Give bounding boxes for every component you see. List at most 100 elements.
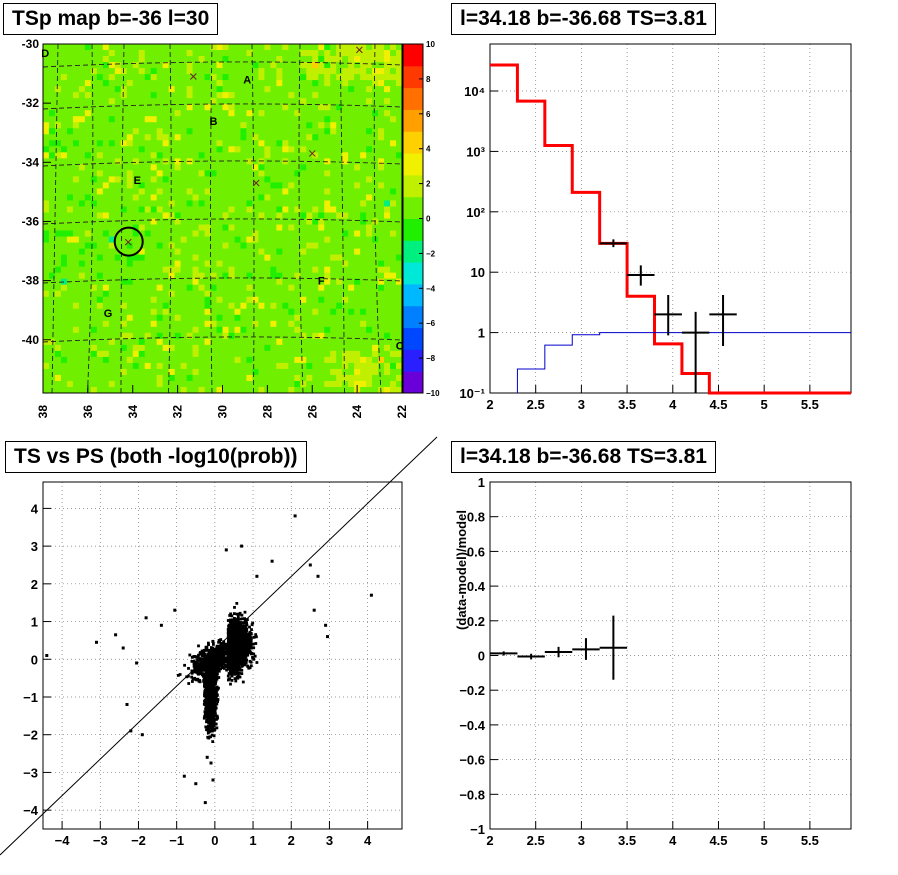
tsmap-cell	[222, 374, 229, 382]
tsmap-cell	[174, 350, 182, 358]
tsmap-cell	[114, 242, 122, 249]
tsmap-cell	[78, 362, 86, 370]
tsmap-cell	[360, 212, 367, 219]
tsmap-cell	[150, 356, 158, 364]
tsmap-cell	[102, 266, 110, 274]
tsmap-cell	[366, 278, 373, 286]
tsmap-cell	[318, 320, 325, 328]
tsmap-cell	[210, 230, 217, 237]
tsmap-cell	[192, 218, 199, 225]
tsmap-cell	[258, 338, 265, 346]
tsmap-cell	[210, 224, 217, 231]
tsmap-cell	[108, 200, 116, 207]
tsmap-cell	[66, 248, 74, 256]
tsmap-cell	[204, 62, 211, 69]
tsmap-cell	[354, 344, 361, 352]
tsmap-cell	[330, 146, 337, 153]
tsmap-cell	[126, 86, 134, 93]
tsmap-cell	[282, 320, 289, 328]
tsmap-cell	[276, 158, 283, 165]
tsmap-cell	[312, 362, 319, 370]
tsmap-cell	[276, 152, 283, 159]
tsmap-cell	[144, 116, 152, 123]
tsmap-cell	[84, 356, 92, 364]
tsmap-grid-parallel	[42, 160, 403, 167]
tsmap-cell	[186, 50, 193, 57]
tsmap-cell	[60, 62, 68, 69]
tsmap-cell	[396, 308, 403, 316]
tsmap-cell	[366, 164, 373, 171]
colorbar-swatch	[403, 262, 423, 285]
tsmap-cell	[138, 134, 146, 141]
tsmap-cell	[168, 380, 176, 388]
tsmap-cell	[252, 224, 259, 231]
tsmap-cell	[156, 164, 164, 171]
tsmap-cell	[396, 284, 403, 292]
tsmap-cell	[336, 170, 343, 177]
tsmap-cell	[66, 212, 74, 219]
tsmap-cell	[48, 218, 56, 225]
tsmap-cell	[72, 212, 80, 219]
tsmap-cell	[43, 164, 50, 171]
tsmap-cell	[324, 344, 331, 352]
tsmap-cell	[168, 236, 176, 243]
tsmap-cell	[90, 50, 98, 57]
tsmap-cell	[384, 50, 391, 57]
tsmap-cell	[240, 188, 247, 195]
tsmap-cell	[306, 302, 313, 310]
tsmap-cell	[96, 362, 104, 370]
tsmap-cell	[180, 374, 187, 382]
tsmap-cell	[252, 206, 259, 213]
tsmap-cell	[144, 332, 152, 340]
tsmap-cell	[294, 254, 301, 262]
tsmap-cell	[120, 200, 128, 207]
colorbar-tick-label: −10	[426, 389, 440, 398]
tsmap-cell	[240, 164, 247, 171]
tsmap-cell	[312, 290, 319, 298]
tsmap-cell	[366, 368, 373, 376]
tsmap-cell	[198, 350, 205, 358]
tsmap-cell	[270, 50, 277, 57]
tsmap-cell	[384, 146, 391, 153]
tsmap-cell	[168, 284, 176, 292]
tsmap-cell	[126, 152, 134, 159]
tsmap-cell	[276, 242, 283, 249]
tsmap-cell	[384, 344, 391, 352]
tsmap-cell	[390, 290, 397, 298]
tsmap-cell	[138, 248, 146, 256]
spectrum-model-total	[490, 63, 851, 395]
tsmap-cell	[96, 68, 104, 75]
tsmap-cell	[216, 122, 223, 129]
tsmap-cell	[228, 332, 235, 340]
tsmap-cell	[96, 380, 104, 388]
tsmap-cell	[138, 92, 146, 99]
tsmap-cell	[258, 80, 265, 87]
tsmap-cell	[54, 212, 62, 219]
tsmap-cell	[120, 158, 128, 165]
tsmap-cell	[378, 188, 385, 195]
tsmap-cell	[174, 50, 182, 57]
tsmap-cell	[186, 338, 193, 346]
tsmap-cell	[390, 278, 397, 286]
spectrum-y-tick-label: 10²	[466, 205, 485, 220]
tsmap-cell	[222, 44, 229, 51]
tsmap-cell	[228, 122, 235, 129]
tsmap-cell	[372, 176, 379, 183]
tsmap-cell	[348, 290, 355, 298]
tsmap-cell	[192, 140, 199, 147]
tsmap-cell	[204, 50, 211, 57]
tsmap-cell	[84, 86, 92, 93]
tsmap-cell	[150, 206, 158, 213]
tsmap-cell	[324, 224, 331, 231]
spectrum-x-tick-label: 4	[669, 397, 677, 412]
tsmap-cell	[378, 116, 385, 123]
tsmap-cell	[300, 290, 307, 298]
tsmap-marker	[189, 73, 197, 80]
tsmap-cell	[144, 356, 152, 364]
tsmap-cell	[96, 290, 104, 298]
tsmap-cell	[288, 278, 295, 286]
tsmap-cell	[72, 50, 80, 57]
tsmap-cell	[132, 380, 140, 388]
tsmap-cell	[216, 356, 223, 364]
tsmap-cell	[78, 224, 86, 231]
